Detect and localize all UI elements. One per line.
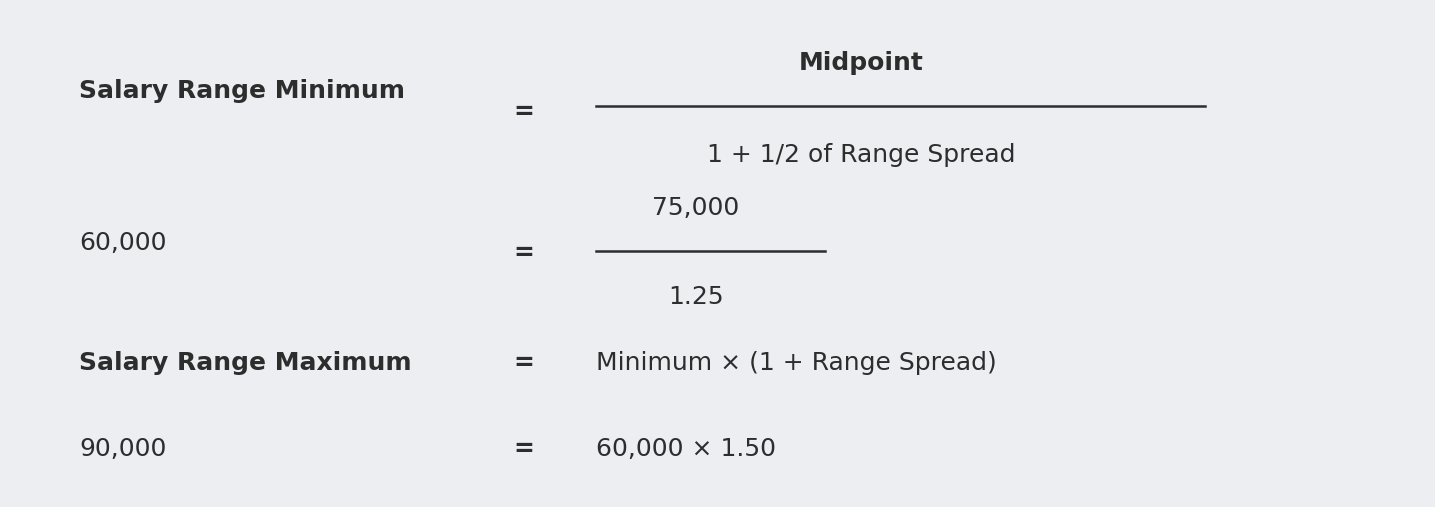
Text: 60,000 × 1.50: 60,000 × 1.50 <box>596 437 775 461</box>
Text: =: = <box>514 437 534 461</box>
Text: Minimum × (1 + Range Spread): Minimum × (1 + Range Spread) <box>596 350 996 375</box>
Text: 60,000: 60,000 <box>79 231 166 256</box>
Text: =: = <box>514 241 534 266</box>
Text: Salary Range Maximum: Salary Range Maximum <box>79 350 412 375</box>
Text: Salary Range Minimum: Salary Range Minimum <box>79 79 405 103</box>
Text: Midpoint: Midpoint <box>798 51 924 76</box>
Text: 90,000: 90,000 <box>79 437 166 461</box>
Text: 75,000: 75,000 <box>653 196 739 220</box>
Text: =: = <box>514 99 534 124</box>
Text: 1.25: 1.25 <box>669 284 723 309</box>
Text: 1 + 1/2 of Range Spread: 1 + 1/2 of Range Spread <box>707 142 1015 167</box>
Text: =: = <box>514 350 534 375</box>
